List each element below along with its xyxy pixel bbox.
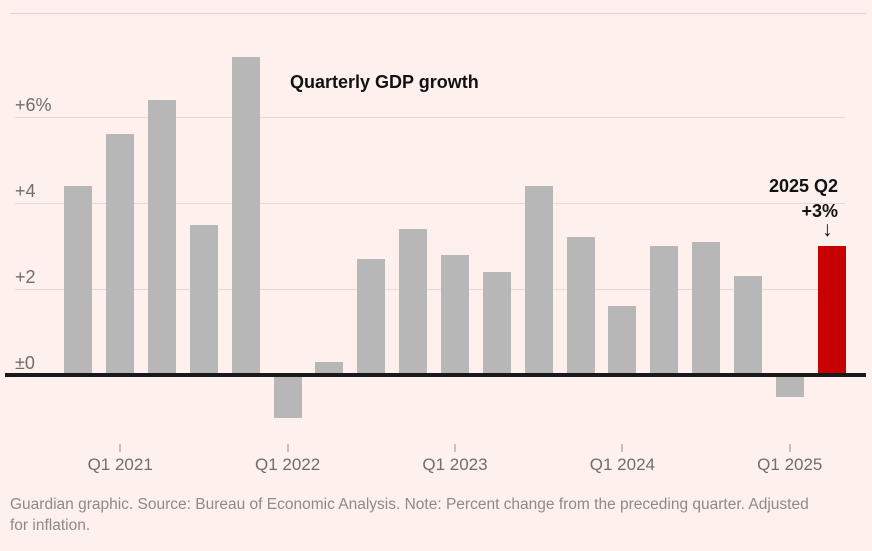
x-axis-label: Q1 2024 bbox=[589, 455, 655, 474]
source-note: Guardian graphic. Source: Bureau of Econ… bbox=[10, 495, 870, 536]
x-axis-tick bbox=[454, 444, 456, 452]
bar-q3-2024 bbox=[692, 241, 720, 373]
x-axis-label: Q1 2025 bbox=[757, 455, 823, 474]
x-axis-tick bbox=[788, 444, 791, 452]
y-axis-label: ±0 bbox=[15, 353, 35, 373]
bar-q1-2025 bbox=[775, 377, 804, 397]
bar-q1-2021 bbox=[106, 134, 135, 373]
bar-q2-2021 bbox=[148, 99, 176, 373]
x-axis-tick bbox=[119, 444, 122, 452]
bar-q1-2024 bbox=[608, 306, 637, 373]
x-axis-label: Q1 2023 bbox=[422, 455, 488, 474]
bar-q3-2022 bbox=[357, 258, 386, 373]
highlight-annotation: 2025 Q2 +3% bbox=[769, 174, 838, 224]
bar-q2-2022 bbox=[315, 362, 344, 373]
bar-q4-2021 bbox=[231, 56, 260, 373]
bar-q3-2021 bbox=[189, 224, 218, 373]
bar-q4-2020 bbox=[64, 185, 93, 373]
down-arrow-icon: ↓ bbox=[822, 218, 833, 241]
bar-q4-2022 bbox=[399, 228, 428, 373]
gridline-4 bbox=[15, 203, 845, 204]
x-axis-label: Q1 2021 bbox=[87, 455, 153, 474]
y-axis-label: +6% bbox=[15, 95, 52, 115]
x-axis-tick bbox=[286, 444, 289, 452]
bar-q1-2022 bbox=[273, 377, 302, 418]
bar-q2-2023 bbox=[482, 271, 511, 373]
bar-q2-2024 bbox=[650, 246, 679, 373]
y-axis-label: +4 bbox=[15, 181, 36, 201]
chart-title: Quarterly GDP growth bbox=[290, 72, 479, 92]
bar-q3-2023 bbox=[524, 185, 553, 373]
zero-baseline bbox=[5, 373, 866, 377]
gridline-6 bbox=[15, 117, 845, 118]
x-axis-tick bbox=[621, 444, 624, 452]
annotation-quarter: 2025 Q2 bbox=[768, 176, 838, 196]
bar-q2-2025 bbox=[817, 246, 846, 373]
source-note-line1: Guardian graphic. Source: Bureau of Econ… bbox=[10, 496, 809, 513]
x-axis-label: Q1 2022 bbox=[254, 455, 321, 474]
y-axis-label: +2 bbox=[15, 267, 36, 287]
bar-q4-2023 bbox=[566, 237, 595, 373]
bar-q1-2023 bbox=[441, 254, 469, 373]
top-rule bbox=[10, 13, 866, 14]
bar-q4-2024 bbox=[733, 276, 762, 373]
gridline-2 bbox=[15, 289, 845, 290]
annotation-value: +3% bbox=[801, 201, 838, 221]
source-note-line2: for inflation. bbox=[10, 516, 91, 534]
